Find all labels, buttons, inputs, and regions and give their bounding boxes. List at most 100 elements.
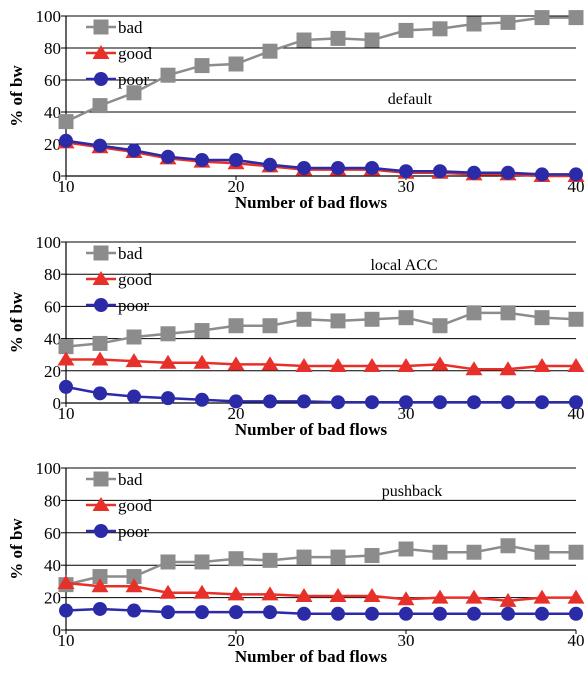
data-point-poor [535, 395, 549, 410]
data-point-bad [160, 67, 176, 83]
data-point-bad [330, 549, 346, 565]
legend-label-good: good [118, 270, 153, 289]
legend-marker-poor [94, 524, 108, 538]
series-poor [59, 601, 583, 621]
panel-annotation: default [388, 91, 433, 108]
data-point-poor [161, 605, 175, 620]
data-point-bad [262, 552, 278, 568]
data-point-poor [93, 386, 107, 401]
data-point-bad [262, 43, 278, 59]
data-point-good [193, 354, 211, 369]
series-good [57, 575, 585, 607]
data-point-good [261, 356, 279, 371]
y-tick-label: 100 [36, 233, 62, 252]
data-point-poor [365, 395, 379, 410]
y-axis-title: % of bw [7, 518, 26, 580]
data-point-good [533, 357, 551, 372]
data-point-poor [569, 606, 583, 621]
data-point-good [533, 589, 551, 604]
data-point-bad [92, 98, 108, 114]
panel-annotation: pushback [382, 483, 442, 500]
data-point-poor [569, 167, 583, 182]
data-point-bad [466, 305, 482, 321]
data-point-bad [160, 554, 176, 570]
x-tick-label: 40 [568, 404, 585, 423]
data-point-bad [58, 114, 74, 130]
data-point-poor [535, 606, 549, 621]
data-point-poor [229, 394, 243, 409]
data-point-bad [194, 554, 210, 570]
data-point-good [193, 584, 211, 599]
data-point-good [567, 589, 585, 604]
data-point-bad [364, 547, 380, 563]
data-point-bad [398, 310, 414, 326]
data-point-bad [568, 544, 584, 560]
data-point-poor [263, 605, 277, 620]
data-point-good [91, 351, 109, 366]
data-point-poor [93, 138, 107, 153]
data-point-bad [228, 318, 244, 334]
data-point-poor [433, 164, 447, 179]
data-point-good [363, 587, 381, 602]
legend-marker-good [92, 271, 110, 285]
data-point-bad [500, 538, 516, 554]
data-point-good [431, 589, 449, 604]
legend-label-good: good [118, 44, 153, 63]
y-tick-label: 100 [36, 459, 62, 478]
data-point-poor [365, 606, 379, 621]
data-point-poor [127, 389, 141, 404]
y-tick-label: 0 [53, 394, 62, 413]
legend-label-bad: bad [118, 244, 143, 263]
data-point-good [567, 357, 585, 372]
x-axis-title: Number of bad flows [235, 647, 388, 666]
x-tick-label: 30 [398, 631, 415, 650]
data-point-good [159, 354, 177, 369]
data-point-bad [534, 10, 550, 26]
x-tick-label: 20 [228, 631, 245, 650]
y-tick-label: 60 [44, 524, 61, 543]
data-point-bad [534, 544, 550, 560]
series-bad [58, 10, 584, 130]
data-point-good [57, 575, 75, 590]
x-tick-label: 40 [568, 631, 585, 650]
legend-marker-good [92, 497, 110, 511]
y-tick-label: 40 [44, 103, 61, 122]
data-point-bad [194, 323, 210, 339]
y-tick-label: 60 [44, 71, 61, 90]
chart-panel-3: 0 20 40 60 80 100 10 20 30 40 Number of bad flows%… [7, 459, 585, 666]
series-line-poor [65, 607, 576, 616]
data-point-poor [59, 379, 73, 394]
x-tick-label: 20 [228, 404, 245, 423]
series-line-bad [65, 16, 576, 123]
data-point-poor [195, 153, 209, 167]
data-point-bad [58, 339, 74, 355]
data-point-bad [126, 329, 142, 345]
data-point-good [91, 578, 109, 593]
y-tick-label: 0 [53, 167, 62, 186]
data-point-bad [296, 32, 312, 48]
data-point-poor [399, 395, 413, 410]
data-point-bad [364, 311, 380, 327]
data-point-bad [330, 30, 346, 46]
data-point-poor [467, 606, 481, 621]
data-point-poor [399, 606, 413, 621]
y-tick-label: 0 [53, 621, 62, 640]
data-point-good [329, 357, 347, 372]
data-point-good [397, 357, 415, 372]
y-tick-label: 20 [44, 362, 61, 381]
data-point-poor [127, 143, 141, 158]
data-point-bad [568, 311, 584, 327]
x-tick-label: 10 [58, 404, 75, 423]
data-point-poor [331, 161, 345, 175]
x-axis-title: Number of bad flows [235, 420, 388, 439]
legend-label-poor: poor [118, 70, 150, 89]
series-bad [58, 305, 584, 355]
data-point-poor [263, 157, 277, 172]
data-point-poor [161, 149, 175, 164]
y-tick-label: 40 [44, 556, 61, 575]
legend: bad good poor [86, 18, 153, 89]
legend-marker-bad [93, 245, 109, 261]
y-tick-label: 60 [44, 297, 61, 316]
data-point-bad [296, 549, 312, 565]
data-point-poor [501, 165, 515, 180]
